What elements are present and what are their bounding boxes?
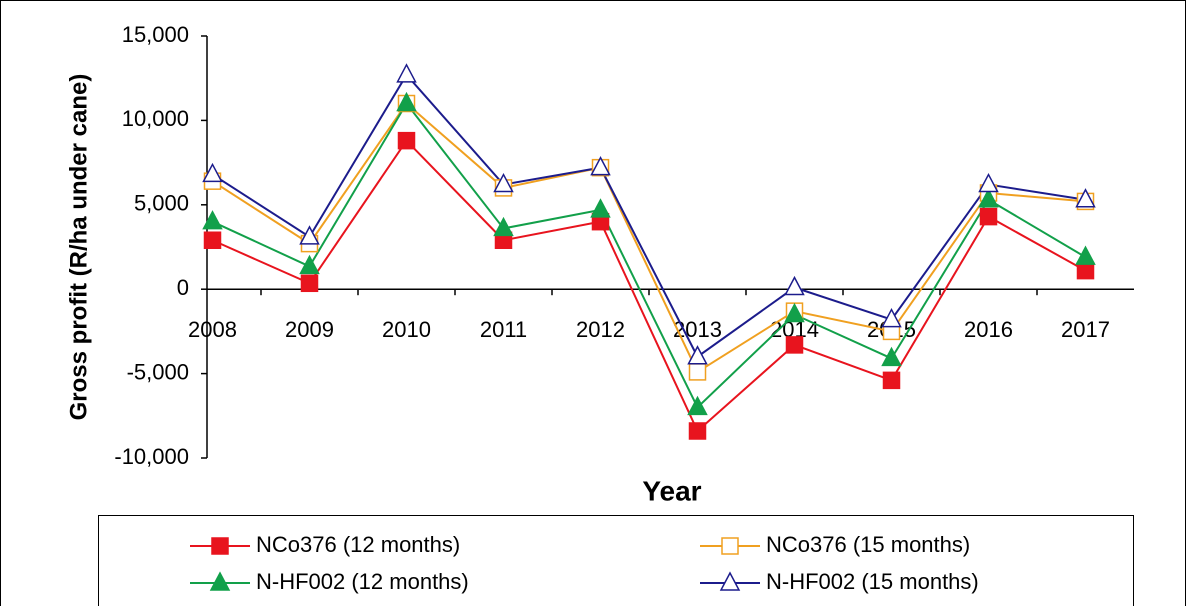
legend-marker	[721, 537, 739, 555]
legend-label: NCo376 (15 months)	[766, 532, 970, 557]
legend-marker	[209, 571, 231, 591]
data-point	[881, 346, 902, 367]
data-point	[590, 156, 611, 176]
data-point	[396, 63, 417, 83]
data-point	[203, 231, 222, 249]
data-point	[785, 336, 804, 354]
y-tick-label: -10,000	[114, 444, 189, 469]
series-line	[211, 73, 1086, 359]
data-point	[202, 162, 223, 183]
data-point	[202, 210, 223, 230]
series-line	[212, 101, 1087, 410]
legend-marker	[719, 571, 741, 591]
data-point	[881, 307, 902, 328]
x-tick-label: 2016	[964, 317, 1013, 342]
data-point	[978, 172, 999, 193]
y-tick-label: 10,000	[122, 106, 189, 131]
legend-label: N-HF002 (15 months)	[766, 569, 979, 594]
x-tick-label: 2011	[480, 317, 527, 342]
legend-label: N-HF002 (12 months)	[256, 569, 469, 594]
data-point	[1075, 188, 1096, 208]
y-tick-label: -5,000	[127, 359, 189, 384]
data-point	[299, 254, 320, 275]
x-axis-title: Year	[642, 475, 701, 506]
legend-marker	[211, 537, 229, 555]
x-tick-label: 2012	[576, 317, 625, 342]
data-point	[687, 395, 708, 416]
y-axis-title: Gross profit (R/ha under cane)	[65, 74, 92, 421]
data-point	[396, 91, 417, 112]
data-point	[784, 275, 805, 296]
data-point	[979, 207, 998, 226]
series-line	[211, 102, 1086, 374]
legend-label: NCo376 (12 months)	[256, 532, 460, 557]
data-point	[1075, 245, 1096, 265]
x-tick-label: 2010	[382, 317, 431, 342]
data-point	[688, 363, 707, 381]
x-tick-label: 2008	[188, 317, 237, 342]
y-tick-label: 0	[177, 275, 189, 300]
data-point	[397, 131, 416, 150]
data-point	[493, 172, 514, 193]
data-point	[1076, 261, 1095, 280]
x-tick-label: 2013	[673, 317, 722, 342]
data-point	[687, 345, 708, 365]
x-tick-label: 2017	[1061, 317, 1110, 342]
data-point	[784, 302, 805, 323]
data-point	[688, 422, 707, 440]
series-line	[212, 139, 1086, 433]
data-point	[590, 198, 611, 218]
x-tick-label: 2009	[285, 317, 334, 342]
y-tick-label: 5,000	[134, 191, 189, 216]
data-point	[978, 188, 999, 208]
y-tick-label: 15,000	[122, 22, 189, 47]
data-point	[299, 225, 320, 245]
data-point	[300, 274, 319, 293]
data-point	[493, 216, 514, 237]
data-point	[882, 371, 901, 390]
legend-box	[98, 515, 1134, 606]
